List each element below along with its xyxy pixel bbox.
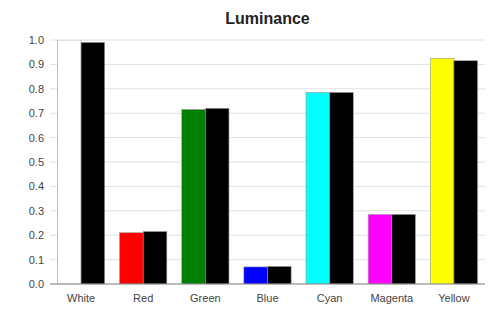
y-tick-label: 0.5 — [29, 156, 44, 168]
y-tick-label: 0.9 — [29, 58, 44, 70]
bar — [143, 232, 167, 284]
grid-line — [50, 162, 485, 163]
y-tick-label: 0.4 — [29, 180, 44, 192]
grid-line — [50, 235, 485, 236]
x-tick-label: Blue — [256, 292, 278, 304]
bar — [392, 214, 416, 284]
grid-line — [50, 259, 485, 260]
bar — [81, 42, 105, 284]
bar — [244, 267, 268, 284]
chart-container: Luminance 0.0 0.1 0.2 0.3 0.4 0.5 0.6 0.7 0.8 0.9 1… — [0, 0, 500, 320]
y-axis: 0.0 0.1 0.2 0.3 0.4 0.5 0.6 0.7 0.8 0.9 1.0 — [29, 34, 44, 290]
x-tick-label: Yellow — [438, 292, 469, 304]
bar — [57, 40, 81, 284]
bars — [57, 40, 477, 284]
chart: Luminance 0.0 0.1 0.2 0.3 0.4 0.5 0.6 0.7 0.8 0.9 1… — [0, 0, 500, 320]
bar — [330, 92, 354, 284]
bar — [120, 233, 144, 284]
x-axis: White Red Green Blue Cyan Magenta Yellow — [67, 292, 470, 304]
bar — [306, 92, 330, 284]
y-tick-label: 0.8 — [29, 83, 44, 95]
x-tick-label: Green — [190, 292, 221, 304]
x-tick-label: Cyan — [317, 292, 343, 304]
bar — [182, 110, 206, 284]
x-tick-label: Red — [133, 292, 153, 304]
grid-line — [50, 64, 485, 65]
bar — [268, 266, 292, 284]
y-tick-label: 0.3 — [29, 205, 44, 217]
bar — [430, 58, 454, 284]
grid-line — [50, 40, 485, 41]
y-tick-label: 0.0 — [29, 278, 44, 290]
x-axis-line — [50, 284, 485, 285]
y-tick-label: 0.2 — [29, 229, 44, 241]
y-tick-label: 0.1 — [29, 254, 44, 266]
bar — [205, 108, 229, 284]
title: Luminance — [225, 10, 310, 27]
grid-line — [50, 186, 485, 187]
grid-line — [50, 210, 485, 211]
y-tick-label: 1.0 — [29, 34, 44, 46]
x-tick-label: White — [67, 292, 95, 304]
grid-line — [50, 137, 485, 138]
y-tick-label: 0.7 — [29, 107, 44, 119]
bar — [368, 214, 392, 284]
bar — [454, 61, 478, 284]
grid-line — [50, 88, 485, 89]
grid-line — [50, 284, 485, 285]
y-tick-label: 0.6 — [29, 132, 44, 144]
grid-line — [50, 113, 485, 114]
grid — [50, 40, 485, 284]
x-tick-label: Magenta — [370, 292, 414, 304]
